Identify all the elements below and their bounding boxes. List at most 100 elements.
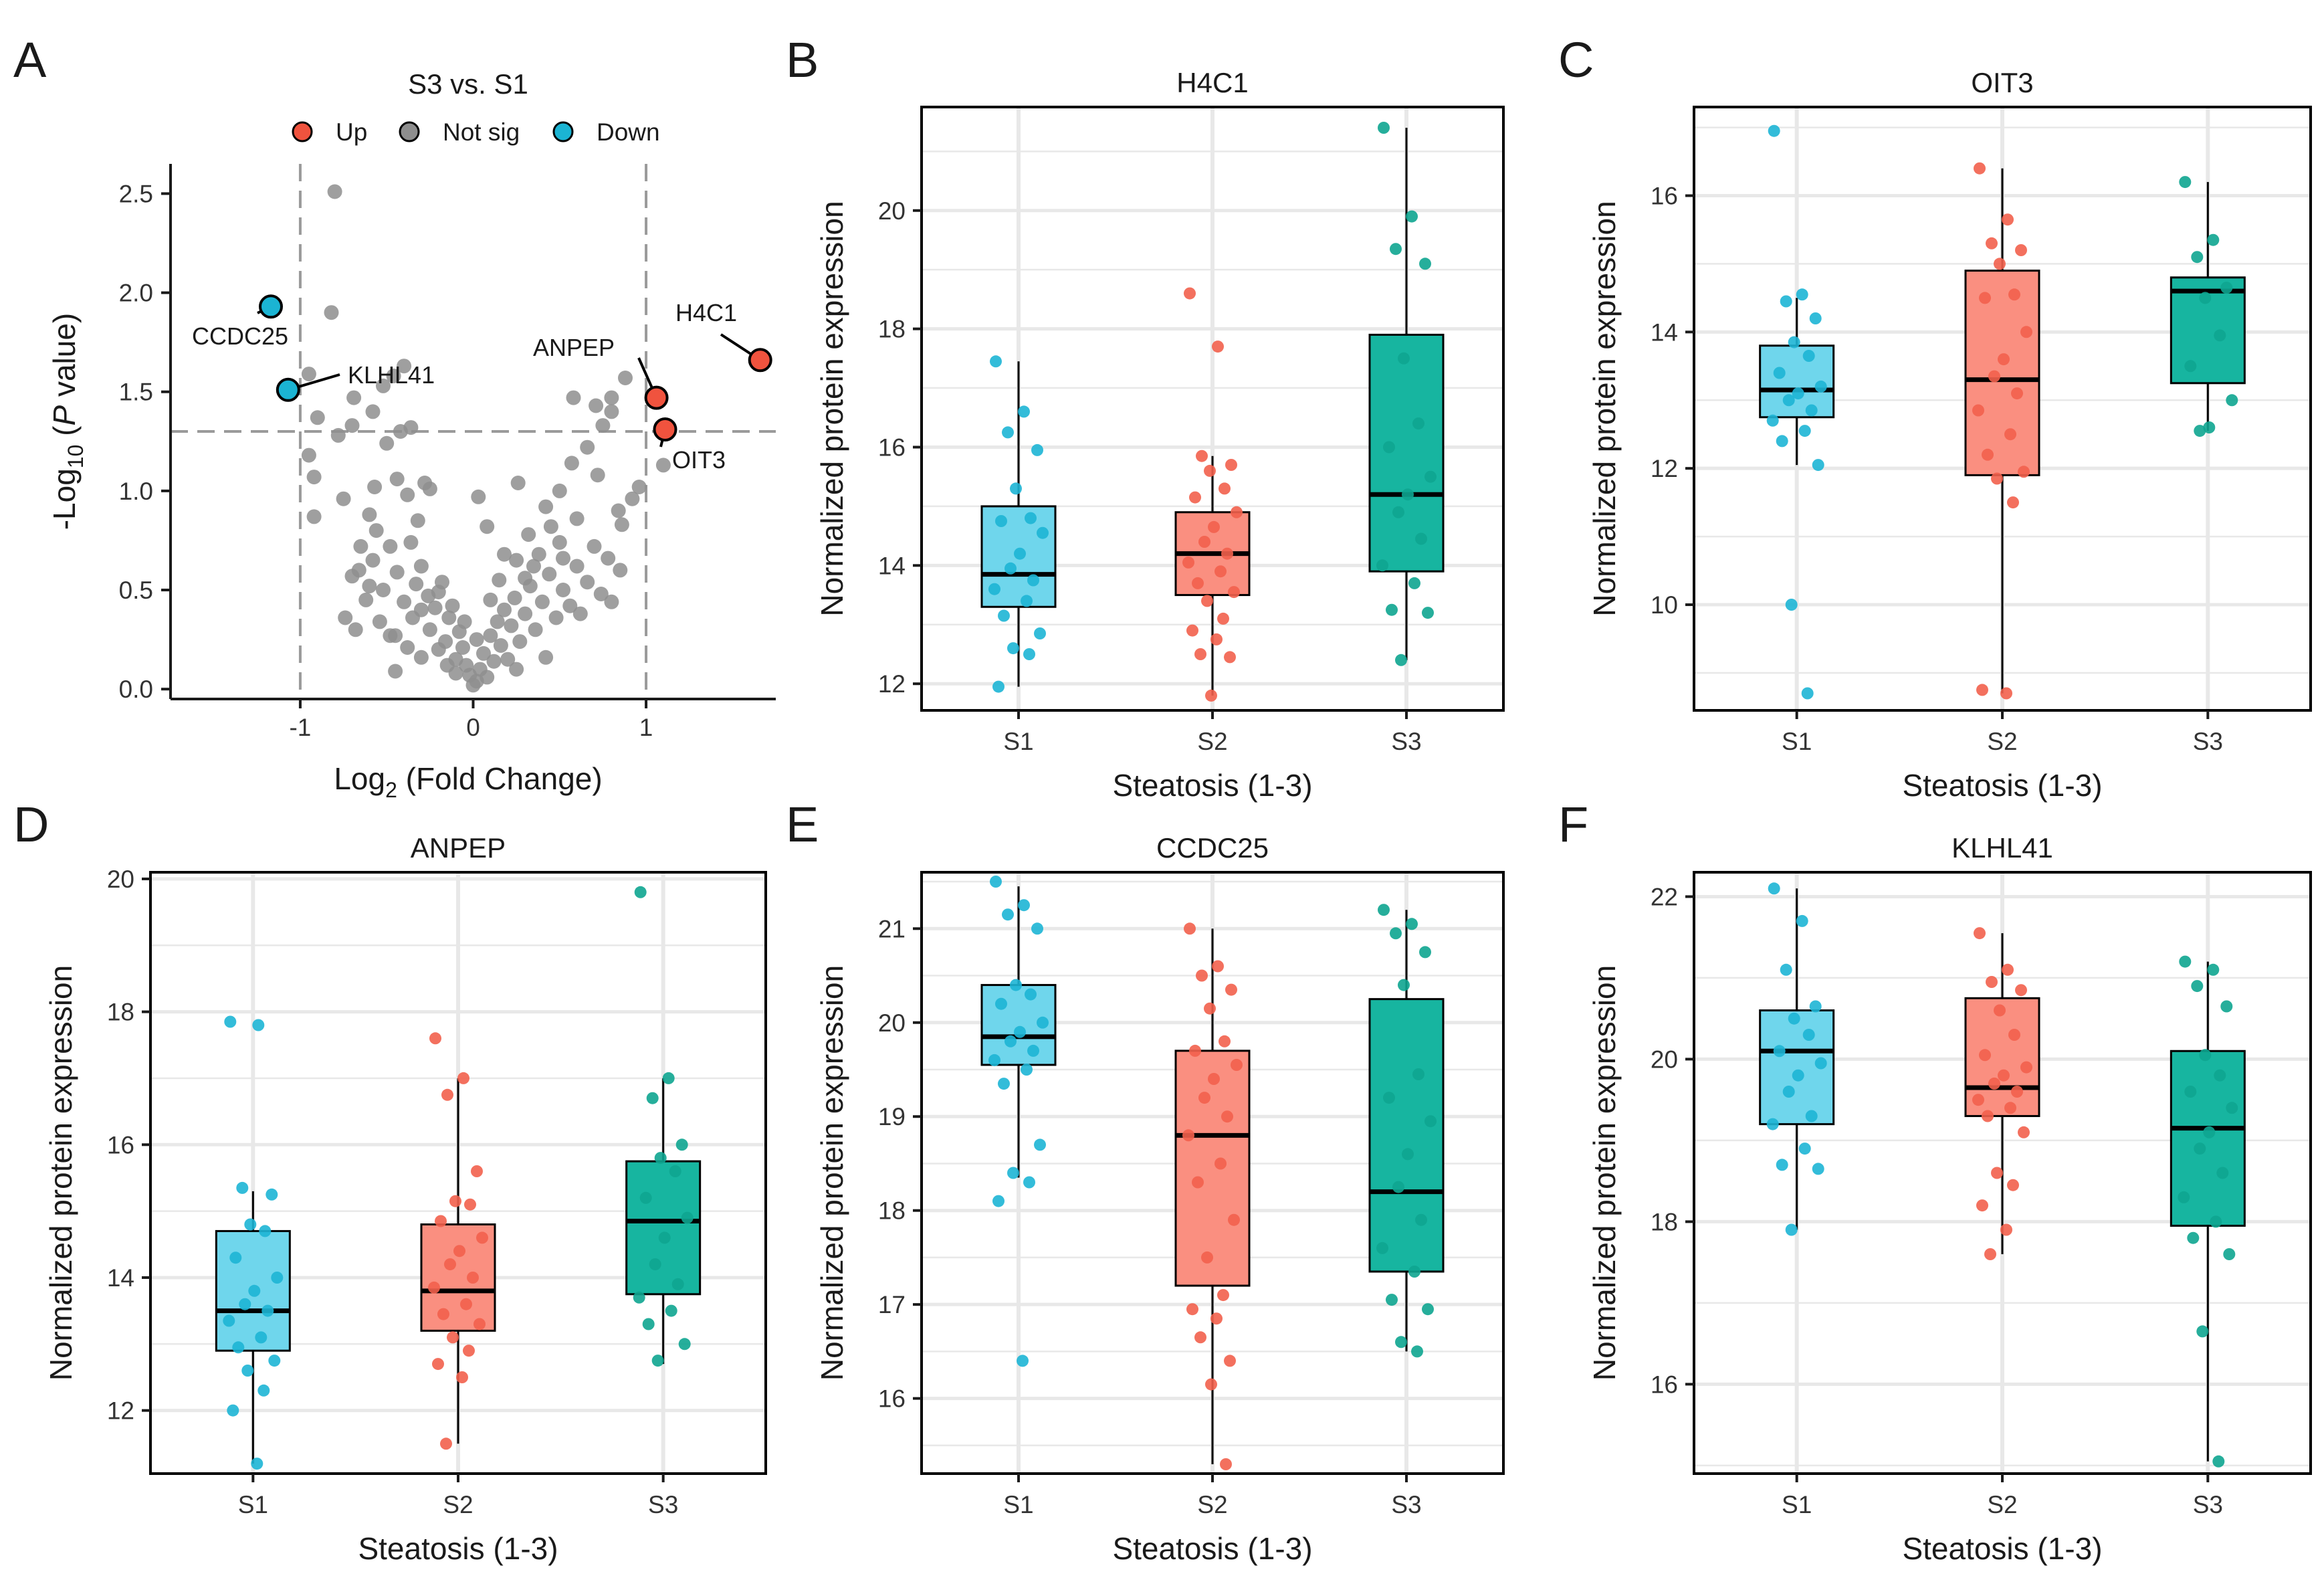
data-point (1773, 367, 1786, 379)
panel-letter-f: F (1558, 797, 1588, 852)
data-point (1424, 1115, 1437, 1128)
data-point (1798, 1142, 1811, 1155)
panel-e-title: CCDC25 (1156, 832, 1269, 864)
data-point (1792, 1069, 1804, 1082)
data-point (2008, 1029, 2020, 1041)
x-tick-label: S2 (443, 1491, 473, 1518)
volcano-point-nonsig (388, 664, 403, 679)
volcano-y-tick-label: 2.0 (119, 280, 153, 307)
data-point (1982, 448, 1994, 461)
panel-c-box-s3 (2170, 182, 2246, 431)
data-point (1979, 292, 1991, 304)
volcano-point-label: H4C1 (675, 299, 737, 326)
volcano-point-nonsig (618, 371, 633, 385)
volcano-point-nonsig (531, 546, 546, 562)
y-tick-label: 19 (878, 1103, 906, 1130)
data-point (990, 876, 1002, 888)
panel-d-box-s2 (420, 1078, 496, 1444)
volcano-point-nonsig (469, 632, 484, 647)
data-point (1198, 1092, 1210, 1104)
volcano-point-nonsig (362, 507, 377, 522)
volcano-point-nonsig (344, 418, 360, 433)
panel-c-title: OIT3 (1971, 67, 2033, 98)
data-point (1773, 1045, 1786, 1058)
volcano-point-nonsig (445, 598, 460, 613)
panel-a-volcano: A S3 vs. S1 Up Not sig Down H4C1 ANPEP OIT… (13, 32, 776, 802)
volcano-point-nonsig (631, 480, 647, 494)
data-point (1031, 443, 1043, 456)
data-point (1780, 295, 1792, 308)
volcano-point-nonsig (542, 567, 557, 582)
panel-f-title: KLHL41 (1951, 832, 2053, 864)
data-point (1984, 1248, 1996, 1260)
y-tick-label: 20 (1651, 1045, 1678, 1073)
volcano-point-nonsig (504, 618, 519, 633)
data-point (2002, 213, 2014, 226)
volcano-point-nonsig (590, 468, 605, 483)
volcano-point-nonsig (383, 538, 398, 554)
volcano-point-nonsig (552, 534, 567, 550)
data-point (1031, 922, 1043, 935)
volcano-point-label: OIT3 (672, 446, 726, 474)
data-point (646, 1092, 659, 1104)
y-tick-label: 18 (107, 999, 134, 1026)
volcano-legend: Up Not sig Down (292, 118, 660, 146)
data-point (1406, 918, 1418, 930)
data-point (1801, 687, 1814, 700)
data-point (1037, 526, 1049, 539)
panel-c-x-axis-label: Steatosis (1-3) (1902, 768, 2102, 803)
y-tick-label: 16 (878, 1385, 906, 1413)
data-point (1231, 506, 1243, 518)
x-tick-label: S3 (2193, 1491, 2223, 1518)
panel-d-box-s1 (215, 1191, 291, 1464)
volcano-point-nonsig (548, 610, 564, 625)
data-point (1182, 1129, 1194, 1142)
volcano-point-nonsig (476, 645, 491, 661)
x-tick-label: S1 (1782, 728, 1812, 755)
volcano-point-nonsig (330, 427, 346, 443)
legend-item-up: Up (292, 118, 367, 146)
data-point (236, 1181, 249, 1194)
data-point (1402, 488, 1414, 501)
data-point (1422, 607, 1434, 619)
data-point (1208, 1073, 1220, 1085)
data-point (1205, 689, 1217, 702)
data-point (1424, 470, 1437, 483)
data-point (1419, 258, 1431, 270)
panel-f-points (1766, 882, 2238, 1468)
data-point (2210, 1215, 2222, 1228)
data-point (1768, 882, 1780, 895)
data-point (1014, 1025, 1026, 1038)
data-point (1788, 336, 1800, 348)
data-point (1408, 1266, 1420, 1278)
panel-b-points (988, 122, 1437, 702)
data-point (1776, 1159, 1788, 1171)
data-point (1214, 1157, 1227, 1170)
data-point (1986, 976, 1998, 988)
data-point (244, 1218, 257, 1231)
volcano-y-tick-label: 1.5 (119, 379, 153, 406)
data-point (1395, 654, 1407, 666)
data-point (992, 680, 1005, 693)
volcano-point-nonsig (556, 583, 570, 597)
data-point (2220, 282, 2233, 294)
data-point (2002, 963, 2014, 976)
panel-d-y-axis-label: Normalized protein expression (43, 965, 78, 1381)
volcano-point-nonsig (413, 650, 429, 665)
data-point (1386, 603, 1398, 616)
data-point (2015, 244, 2027, 256)
data-point (658, 1231, 671, 1244)
y-tick-label: 21 (878, 915, 906, 942)
data-point (2216, 1167, 2229, 1179)
data-point (1189, 1044, 1201, 1057)
y-tick-label: 14 (107, 1264, 134, 1292)
data-point (441, 1088, 453, 1101)
data-point (223, 1314, 235, 1327)
volcano-point-nonsig (386, 369, 401, 383)
volcano-point-nonsig (306, 470, 322, 485)
data-point (1991, 472, 2003, 485)
data-point (463, 1344, 475, 1357)
data-point (1210, 633, 1223, 645)
data-point (1221, 1110, 1233, 1123)
data-point (1224, 1355, 1236, 1367)
